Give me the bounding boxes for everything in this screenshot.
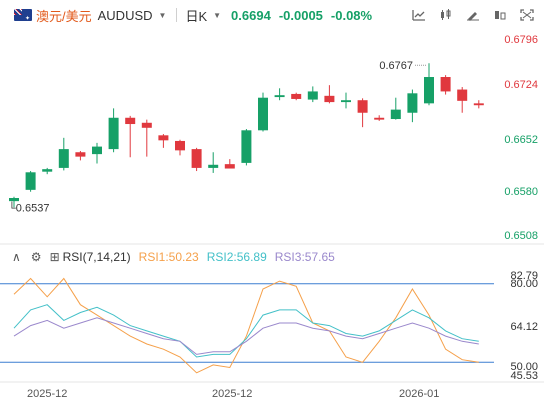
y-tick-label: 0.6508 (504, 230, 538, 242)
last-price: 0.6694 (231, 7, 271, 23)
low-annotation: └0.6537 (8, 200, 49, 214)
rsi-series-rsi1 (13, 277, 479, 374)
settings-icon[interactable]: ⚙ (30, 250, 42, 264)
candle-body (424, 77, 434, 104)
price-change-pct: -0.08% (330, 7, 373, 23)
candle-body (341, 100, 351, 103)
candle-body (141, 122, 152, 128)
add-indicator-icon[interactable]: ⊞ (49, 250, 60, 264)
line-chart-icon[interactable] (410, 6, 428, 24)
rsi1-value: RSI1:50.23 (138, 250, 199, 264)
fullscreen-icon[interactable] (518, 6, 536, 24)
candle-body (407, 93, 418, 113)
candle-body (92, 146, 102, 155)
timeframe-selector[interactable]: 日K (185, 8, 208, 24)
pair-code[interactable]: AUDUSD (97, 7, 153, 23)
chart-header: 澳元/美元 AUDUSD ▼ 日K ▼ 0.6694 -0.0005 -0.08… (0, 0, 544, 30)
rsi-title[interactable]: RSI(7,14,21) (62, 250, 131, 264)
collapse-icon[interactable]: ∧ (12, 250, 21, 264)
candle-body (208, 164, 219, 168)
candle-body (473, 103, 484, 106)
x-axis-label: 2025-12 (27, 388, 68, 400)
candle-icon[interactable] (437, 6, 455, 24)
candle-body (307, 91, 318, 100)
rsi-tick-label: 64.12 (510, 321, 538, 333)
pair-name[interactable]: 澳元/美元 (36, 8, 92, 24)
toolbar (410, 6, 536, 24)
candle-body (374, 117, 385, 120)
rsi-series-rsi2 (13, 304, 479, 358)
candle-body (75, 152, 86, 157)
candle-body (440, 77, 451, 92)
timeframe-chevron-icon[interactable]: ▼ (213, 10, 222, 20)
rsi2-value: RSI2:56.89 (206, 250, 267, 264)
candle-body (324, 95, 335, 103)
candle-body (357, 100, 368, 113)
candle-body (291, 93, 302, 99)
candle-body (258, 97, 268, 131)
y-tick-label: 0.6580 (504, 186, 538, 198)
candle-body (42, 169, 53, 172)
rsi-header: ∧ ⚙ ⊞ RSI(7,14,21) RSI1:50.23 RSI2:56.89… (0, 247, 544, 267)
draw-icon[interactable] (464, 6, 482, 24)
candle-body (241, 130, 252, 163)
rsi3-value: RSI3:57.65 (274, 250, 335, 264)
rsi-tick-label: 50.00 (510, 361, 538, 373)
price-change: -0.0005 (278, 7, 323, 23)
x-axis-label: 2026-01 (399, 388, 440, 400)
rsi-tick-label: 80.00 (510, 278, 538, 290)
au-flag-icon (14, 9, 32, 21)
y-tick-label: 0.6652 (504, 134, 538, 146)
candle-body (390, 109, 401, 120)
candle-body (125, 117, 136, 125)
rsi-tick-label: 45.53 (510, 370, 538, 382)
candle-body (224, 164, 235, 169)
chevron-down-icon[interactable]: ▼ (158, 10, 167, 20)
y-tick-label: 0.6724 (504, 79, 538, 91)
candle-body (457, 89, 468, 101)
candle-body (108, 117, 119, 150)
y-tick-label: 0.6796 (504, 34, 538, 46)
divider (176, 8, 178, 22)
candle-body (175, 140, 185, 151)
compare-icon[interactable] (491, 6, 509, 24)
candle-body (58, 149, 69, 168)
candle-body (274, 95, 285, 98)
rsi-series-rsi3 (13, 317, 479, 355)
x-axis-label: 2025-12 (212, 388, 253, 400)
candle-body (191, 149, 202, 168)
high-annotation: 0.6767 (379, 60, 413, 72)
candle-body (9, 198, 19, 202)
candle-body (158, 135, 169, 141)
candle-body (25, 172, 36, 190)
rsi-tick-label: 82.79 (510, 270, 538, 282)
